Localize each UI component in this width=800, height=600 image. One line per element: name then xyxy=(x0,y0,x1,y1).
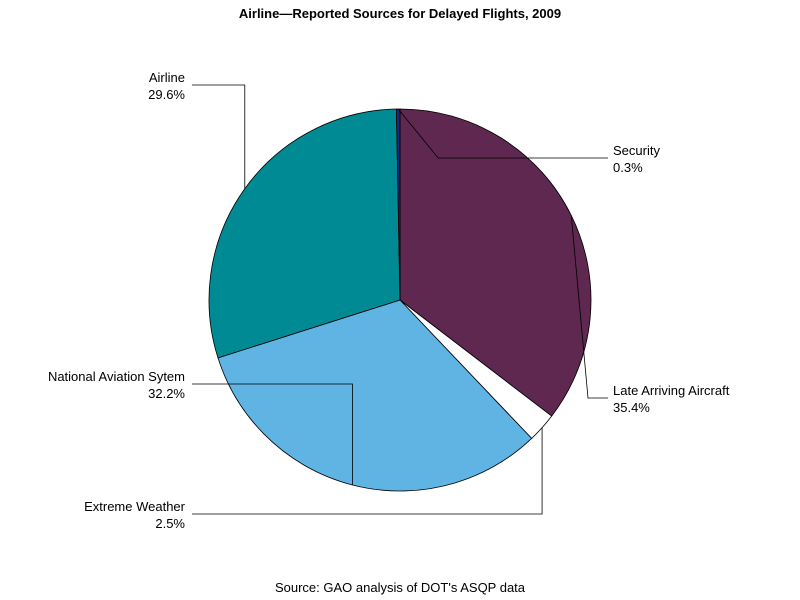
slice-label: Extreme Weather xyxy=(84,499,186,514)
slice-percent: 2.5% xyxy=(155,516,185,531)
slice-percent: 32.2% xyxy=(148,386,185,401)
slice-label: Airline xyxy=(149,70,185,85)
slice-label: Late Arriving Aircraft xyxy=(613,383,730,398)
slice-percent: 0.3% xyxy=(613,160,643,175)
leader-line xyxy=(570,215,608,399)
leader-line xyxy=(397,108,608,159)
leader-line xyxy=(192,427,543,515)
source-note: Source: GAO analysis of DOT's ASQP data xyxy=(274,580,526,595)
pie-slice-national-aviation-sytem xyxy=(217,299,533,492)
slice-label: National Aviation Sytem xyxy=(48,369,185,384)
pie-slice-airline xyxy=(208,108,401,359)
leader-line xyxy=(192,84,246,189)
slice-percent: 29.6% xyxy=(148,87,185,102)
slice-label: Security xyxy=(613,143,660,158)
chart-title: Airline—Reported Sources for Delayed Fli… xyxy=(238,6,562,21)
leader-line xyxy=(192,383,353,485)
slice-percent: 35.4% xyxy=(613,400,650,415)
